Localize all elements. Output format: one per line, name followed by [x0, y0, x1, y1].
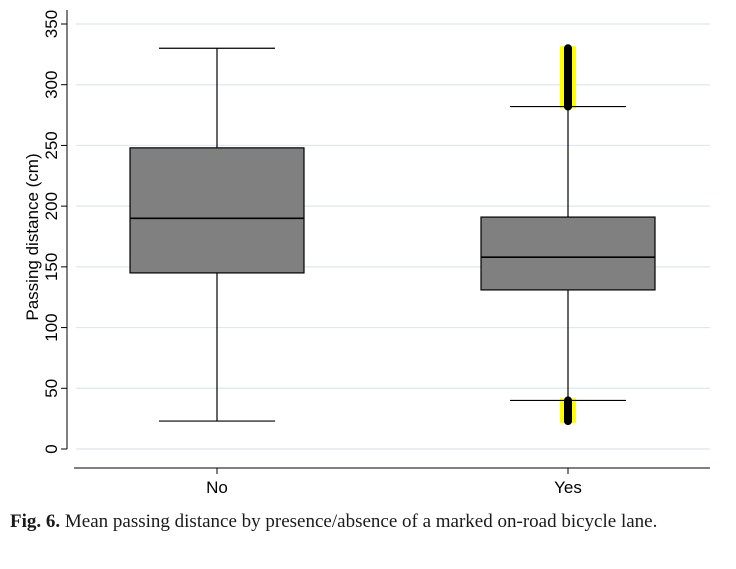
y-tick-label: 300 — [42, 71, 61, 99]
y-tick-label: 150 — [42, 253, 61, 281]
y-tick-label: 250 — [42, 131, 61, 159]
box-iqr — [480, 216, 656, 291]
y-tick-label: 0 — [42, 444, 61, 453]
box-group — [480, 44, 656, 426]
y-tick-label: 50 — [42, 379, 61, 398]
caption-label: Fig. 6. — [10, 511, 61, 532]
axes: 0 50 100 150 200 250 300 350 No Yes — [42, 10, 710, 497]
y-tick-label: 200 — [42, 192, 61, 220]
y-tick-label: 350 — [42, 10, 61, 38]
y-axis-label: Passing distance (cm) — [23, 153, 42, 320]
boxes — [129, 44, 656, 426]
y-tick-label: 100 — [42, 313, 61, 341]
boxplot-chart: 0 50 100 150 200 250 300 350 No Yes Passing dista… — [23, 10, 710, 497]
figure-caption: Fig. 6. Mean passing distance by presenc… — [10, 508, 730, 535]
box-iqr — [129, 147, 305, 274]
caption-text: Mean passing distance by presence/absenc… — [64, 511, 658, 532]
box-group — [129, 47, 305, 422]
x-tick-label: Yes — [554, 478, 582, 497]
x-tick-label: No — [206, 478, 228, 497]
